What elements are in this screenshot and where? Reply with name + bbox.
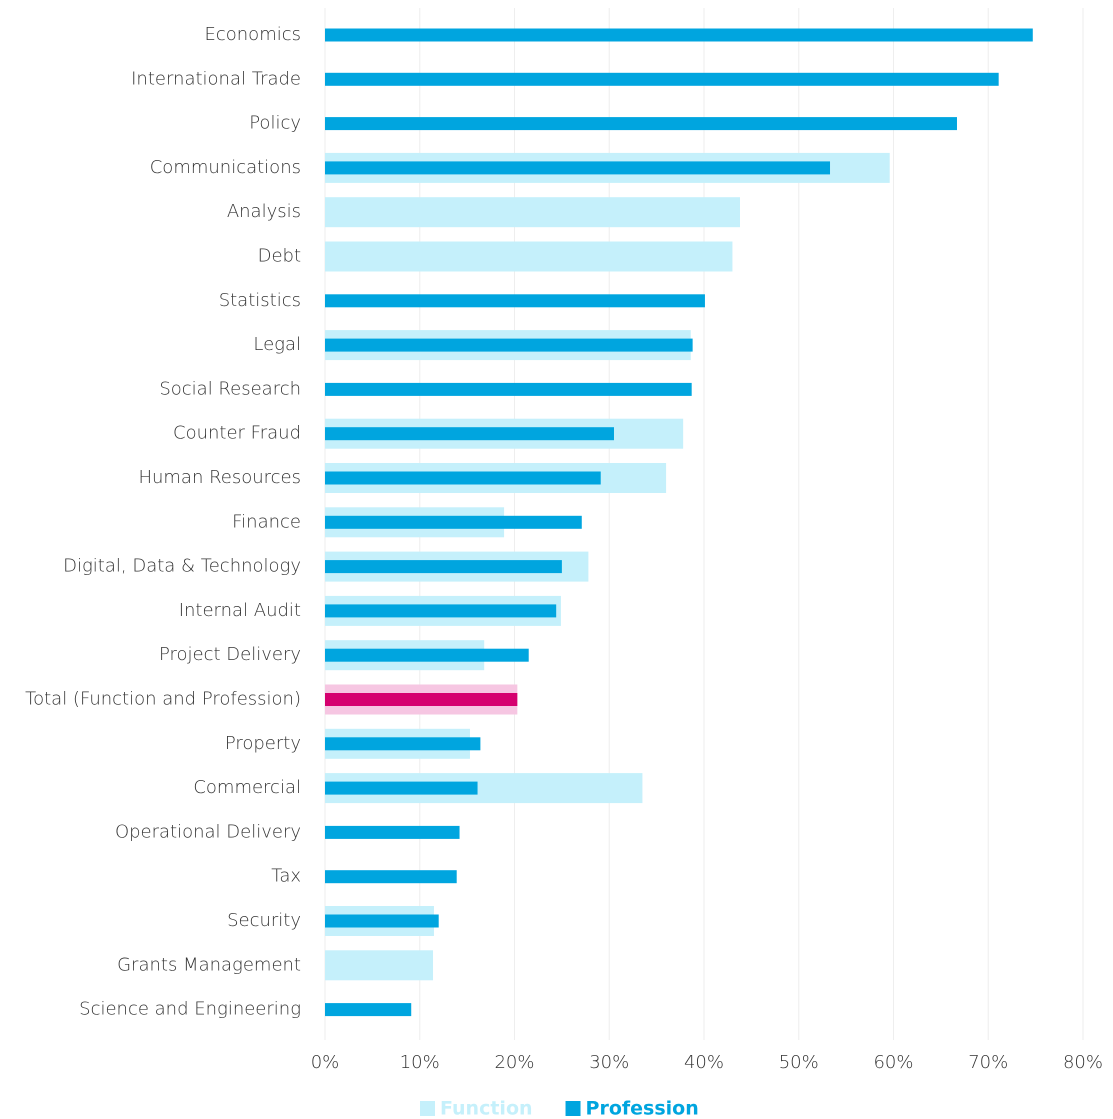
y-tick-label: Debt [258, 246, 301, 267]
y-tick-label: Legal [253, 334, 301, 355]
bar [325, 72, 999, 86]
bar [325, 781, 478, 795]
bar [325, 737, 481, 751]
bar [325, 471, 601, 485]
y-tick-label: Analysis [227, 201, 301, 222]
y-tick-label: International Trade [131, 68, 301, 89]
bar [325, 28, 1033, 42]
y-tick-label: Social Research [159, 378, 301, 399]
bar [325, 338, 693, 352]
x-tick-label: 70% [968, 1052, 1008, 1073]
legend-swatch [565, 1101, 581, 1116]
y-tick-label: Property [225, 733, 301, 754]
x-tick-label: 20% [494, 1052, 534, 1073]
legend: Function Profession [420, 1098, 699, 1119]
bar [325, 427, 614, 441]
bar [325, 241, 733, 272]
x-tick-label: 50% [779, 1052, 819, 1073]
y-tick-label: Science and Engineering [79, 999, 301, 1020]
bar [325, 515, 582, 529]
x-tick-label: 60% [873, 1052, 913, 1073]
y-tick-label: Policy [249, 113, 301, 134]
bar [325, 1003, 412, 1017]
bar [325, 604, 557, 618]
y-tick-label: Human Resources [138, 467, 301, 488]
bar [325, 294, 705, 308]
bar [325, 560, 562, 574]
bar [325, 914, 439, 928]
y-tick-label: Statistics [219, 290, 301, 311]
y-tick-label: Project Delivery [159, 644, 301, 665]
y-tick-label: Security [227, 910, 301, 931]
bar [325, 197, 741, 228]
x-tick-label: 30% [589, 1052, 629, 1073]
y-tick-label: Tax [271, 866, 301, 887]
bar [325, 950, 434, 981]
legend-label: Profession [586, 1098, 699, 1119]
y-tick-label: Economics [204, 24, 301, 45]
x-tick-label: 80% [1063, 1052, 1103, 1073]
x-tick-label: 40% [684, 1052, 724, 1073]
y-tick-label: Finance [232, 511, 301, 532]
x-tick-label: 10% [400, 1052, 440, 1073]
bar [325, 117, 957, 131]
y-tick-label: Digital, Data & Technology [63, 556, 301, 577]
y-tick-label: Operational Delivery [115, 821, 301, 842]
bar [325, 382, 692, 396]
bar [325, 870, 457, 884]
bar [325, 648, 529, 662]
y-tick-label: Internal Audit [179, 600, 301, 621]
legend-label: Function [440, 1098, 533, 1119]
y-tick-label: Commercial [193, 777, 301, 798]
bar [325, 161, 831, 175]
y-tick-label: Counter Fraud [173, 423, 301, 444]
bar [325, 693, 518, 706]
y-tick-label: Total (Function and Profession) [25, 689, 301, 710]
legend-swatch [420, 1101, 435, 1116]
y-tick-label: Grants Management [117, 954, 301, 975]
bar [325, 825, 460, 839]
y-tick-label: Communications [150, 157, 301, 178]
x-tick-label: 0% [311, 1052, 340, 1073]
